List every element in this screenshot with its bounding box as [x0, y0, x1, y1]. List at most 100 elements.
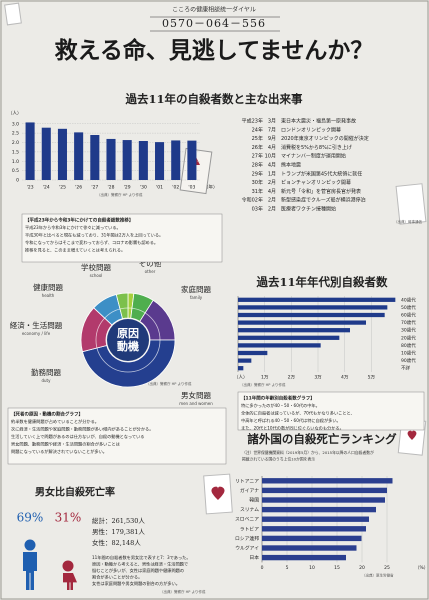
- bar: [238, 320, 366, 325]
- category-label: 韓国: [249, 497, 259, 504]
- paragraph: 11年間の自殺者数を男女比で表すと7：3であった。: [92, 554, 191, 561]
- y-tick-label: 3.0: [12, 121, 19, 127]
- card: [395, 183, 427, 225]
- x-tick-label: 1万: [261, 375, 269, 381]
- note-line: 平成30年と比べると現在も減っており、31年間は2万人を上回っている。: [25, 232, 163, 239]
- bar: [262, 554, 346, 561]
- paragraph: 女性は家庭問題や男女問題の割合の方が多い。: [92, 580, 180, 587]
- note-line: 特に多かったのが40・50・60代の中年。: [241, 402, 320, 409]
- category-label: 60歳代: [401, 312, 416, 319]
- note-box: [21, 213, 223, 263]
- bar: [238, 312, 385, 318]
- bar: [122, 140, 132, 180]
- bar: [262, 535, 362, 542]
- category-label: 80歳代: [401, 342, 416, 349]
- note-line: また、20代と10代の数が同じ位ぐらいなのも分かる。: [241, 425, 344, 432]
- event-text: 2020年東京オリンピックの開催が決定: [281, 135, 369, 142]
- x-tick-label: '25: [59, 185, 66, 191]
- category-label: 70歳代: [401, 319, 416, 326]
- bar: [238, 366, 244, 371]
- source: （出典）厚生労働省: [362, 572, 394, 577]
- paragraph: 原因・動機から考えると、男性は経済・生活問題で: [92, 561, 188, 568]
- source: （出典）警察庁 HP より作成: [160, 589, 206, 594]
- category-label-en: duty: [41, 378, 51, 383]
- bar: [238, 343, 321, 348]
- bar: [25, 122, 35, 180]
- category-label: スロベニア: [235, 517, 259, 523]
- event-text: 医療者ワクチン接種開始: [281, 206, 336, 213]
- y-tick-label: 2.0: [12, 140, 19, 146]
- category-label: スリナム: [240, 507, 259, 513]
- category-label: 学校問題: [81, 262, 111, 272]
- x-tick-label: '24: [43, 185, 50, 191]
- category-label: 健康問題: [33, 282, 63, 292]
- y-tick-label: 0.5: [12, 168, 19, 174]
- event-era: 令和02年: [242, 197, 263, 204]
- event-era: 26年: [252, 144, 263, 151]
- x-tick-label: '23: [27, 185, 34, 191]
- bar: [262, 478, 393, 484]
- donut-hole: [107, 319, 149, 361]
- x-tick-label: '29: [124, 185, 131, 191]
- total: 男性：179,381人: [92, 527, 145, 536]
- donut-inner-ring: [95, 307, 161, 373]
- bar: [262, 516, 369, 522]
- event-month: 4月: [268, 163, 276, 169]
- event-text: 東日本大震災・福島第一原発事故: [281, 118, 356, 125]
- category-label: ロシア連邦: [235, 535, 259, 542]
- bar: [262, 497, 385, 503]
- category-label: リトアニア: [235, 478, 259, 484]
- note-title: 【平成23年から令和3年にかけての自殺者総数推移】: [25, 217, 133, 224]
- event-era: 03年: [252, 206, 263, 213]
- bar: [106, 138, 116, 180]
- card-icon: [211, 486, 225, 500]
- note-line: 全体的に自殺者は減っているが、70代もかなり多いことと、: [241, 410, 355, 417]
- category-label-en: school: [90, 273, 103, 278]
- source: （出典）警察庁 HP より作成: [240, 382, 286, 387]
- source: （出典）時事通信: [394, 219, 422, 224]
- event-month: 7月: [268, 127, 276, 133]
- source: （出典）警察庁 HP より作成: [97, 192, 143, 197]
- x-unit: （年）: [204, 184, 218, 191]
- category-label: 40歳代: [401, 296, 416, 303]
- event-era: 28年: [252, 162, 263, 169]
- event-month: 2月: [268, 180, 276, 186]
- event-text: 熊本地震: [281, 162, 301, 169]
- event-text: 消費税を5%から8%に引き上げ: [281, 144, 352, 151]
- x-tick-label: '27: [91, 185, 98, 191]
- note-line: 推移を見ると、このまま増えていくとは考えられる。: [25, 247, 125, 254]
- category-label: 経済・生活問題: [10, 320, 63, 330]
- bar: [238, 358, 252, 363]
- x-tick-label: '26: [75, 185, 82, 191]
- x-tick-label: 10: [309, 565, 315, 571]
- person-head: [24, 539, 36, 551]
- x-tick-label: 4万: [341, 375, 349, 381]
- event-month: 4月: [268, 189, 276, 195]
- event-month: 1月: [268, 171, 276, 177]
- bar: [238, 328, 350, 333]
- x-tick-label: 2万: [288, 375, 296, 381]
- bar: [238, 335, 340, 340]
- event-text: ロンドンオリンピック開幕: [281, 126, 341, 133]
- event-month: 2月: [268, 198, 276, 204]
- section-title: 諸外国の自殺死亡ランキング: [247, 432, 397, 446]
- category-label: 日本: [249, 554, 259, 561]
- bar: [138, 141, 148, 180]
- person-icon: [23, 552, 37, 590]
- x-tick-label: 0: [261, 565, 264, 571]
- note-line: 平成23年から令和3年にかけて徐々に減っている。: [25, 224, 121, 231]
- event-era: 平成23年: [242, 118, 263, 125]
- y-tick-label: 1.5: [12, 149, 19, 155]
- note-box: [7, 407, 227, 465]
- x-tick-label: 20: [359, 565, 365, 571]
- category-label: ウルグアイ: [235, 545, 259, 552]
- section-title: 過去11年年代別自殺者数: [255, 275, 388, 289]
- card-icon: [407, 430, 417, 440]
- bar: [187, 140, 197, 180]
- bar: [171, 140, 181, 180]
- category-label: 家庭問題: [181, 284, 211, 294]
- x-tick-label: 5万: [368, 375, 376, 381]
- bar: [238, 297, 396, 302]
- bar: [262, 506, 376, 513]
